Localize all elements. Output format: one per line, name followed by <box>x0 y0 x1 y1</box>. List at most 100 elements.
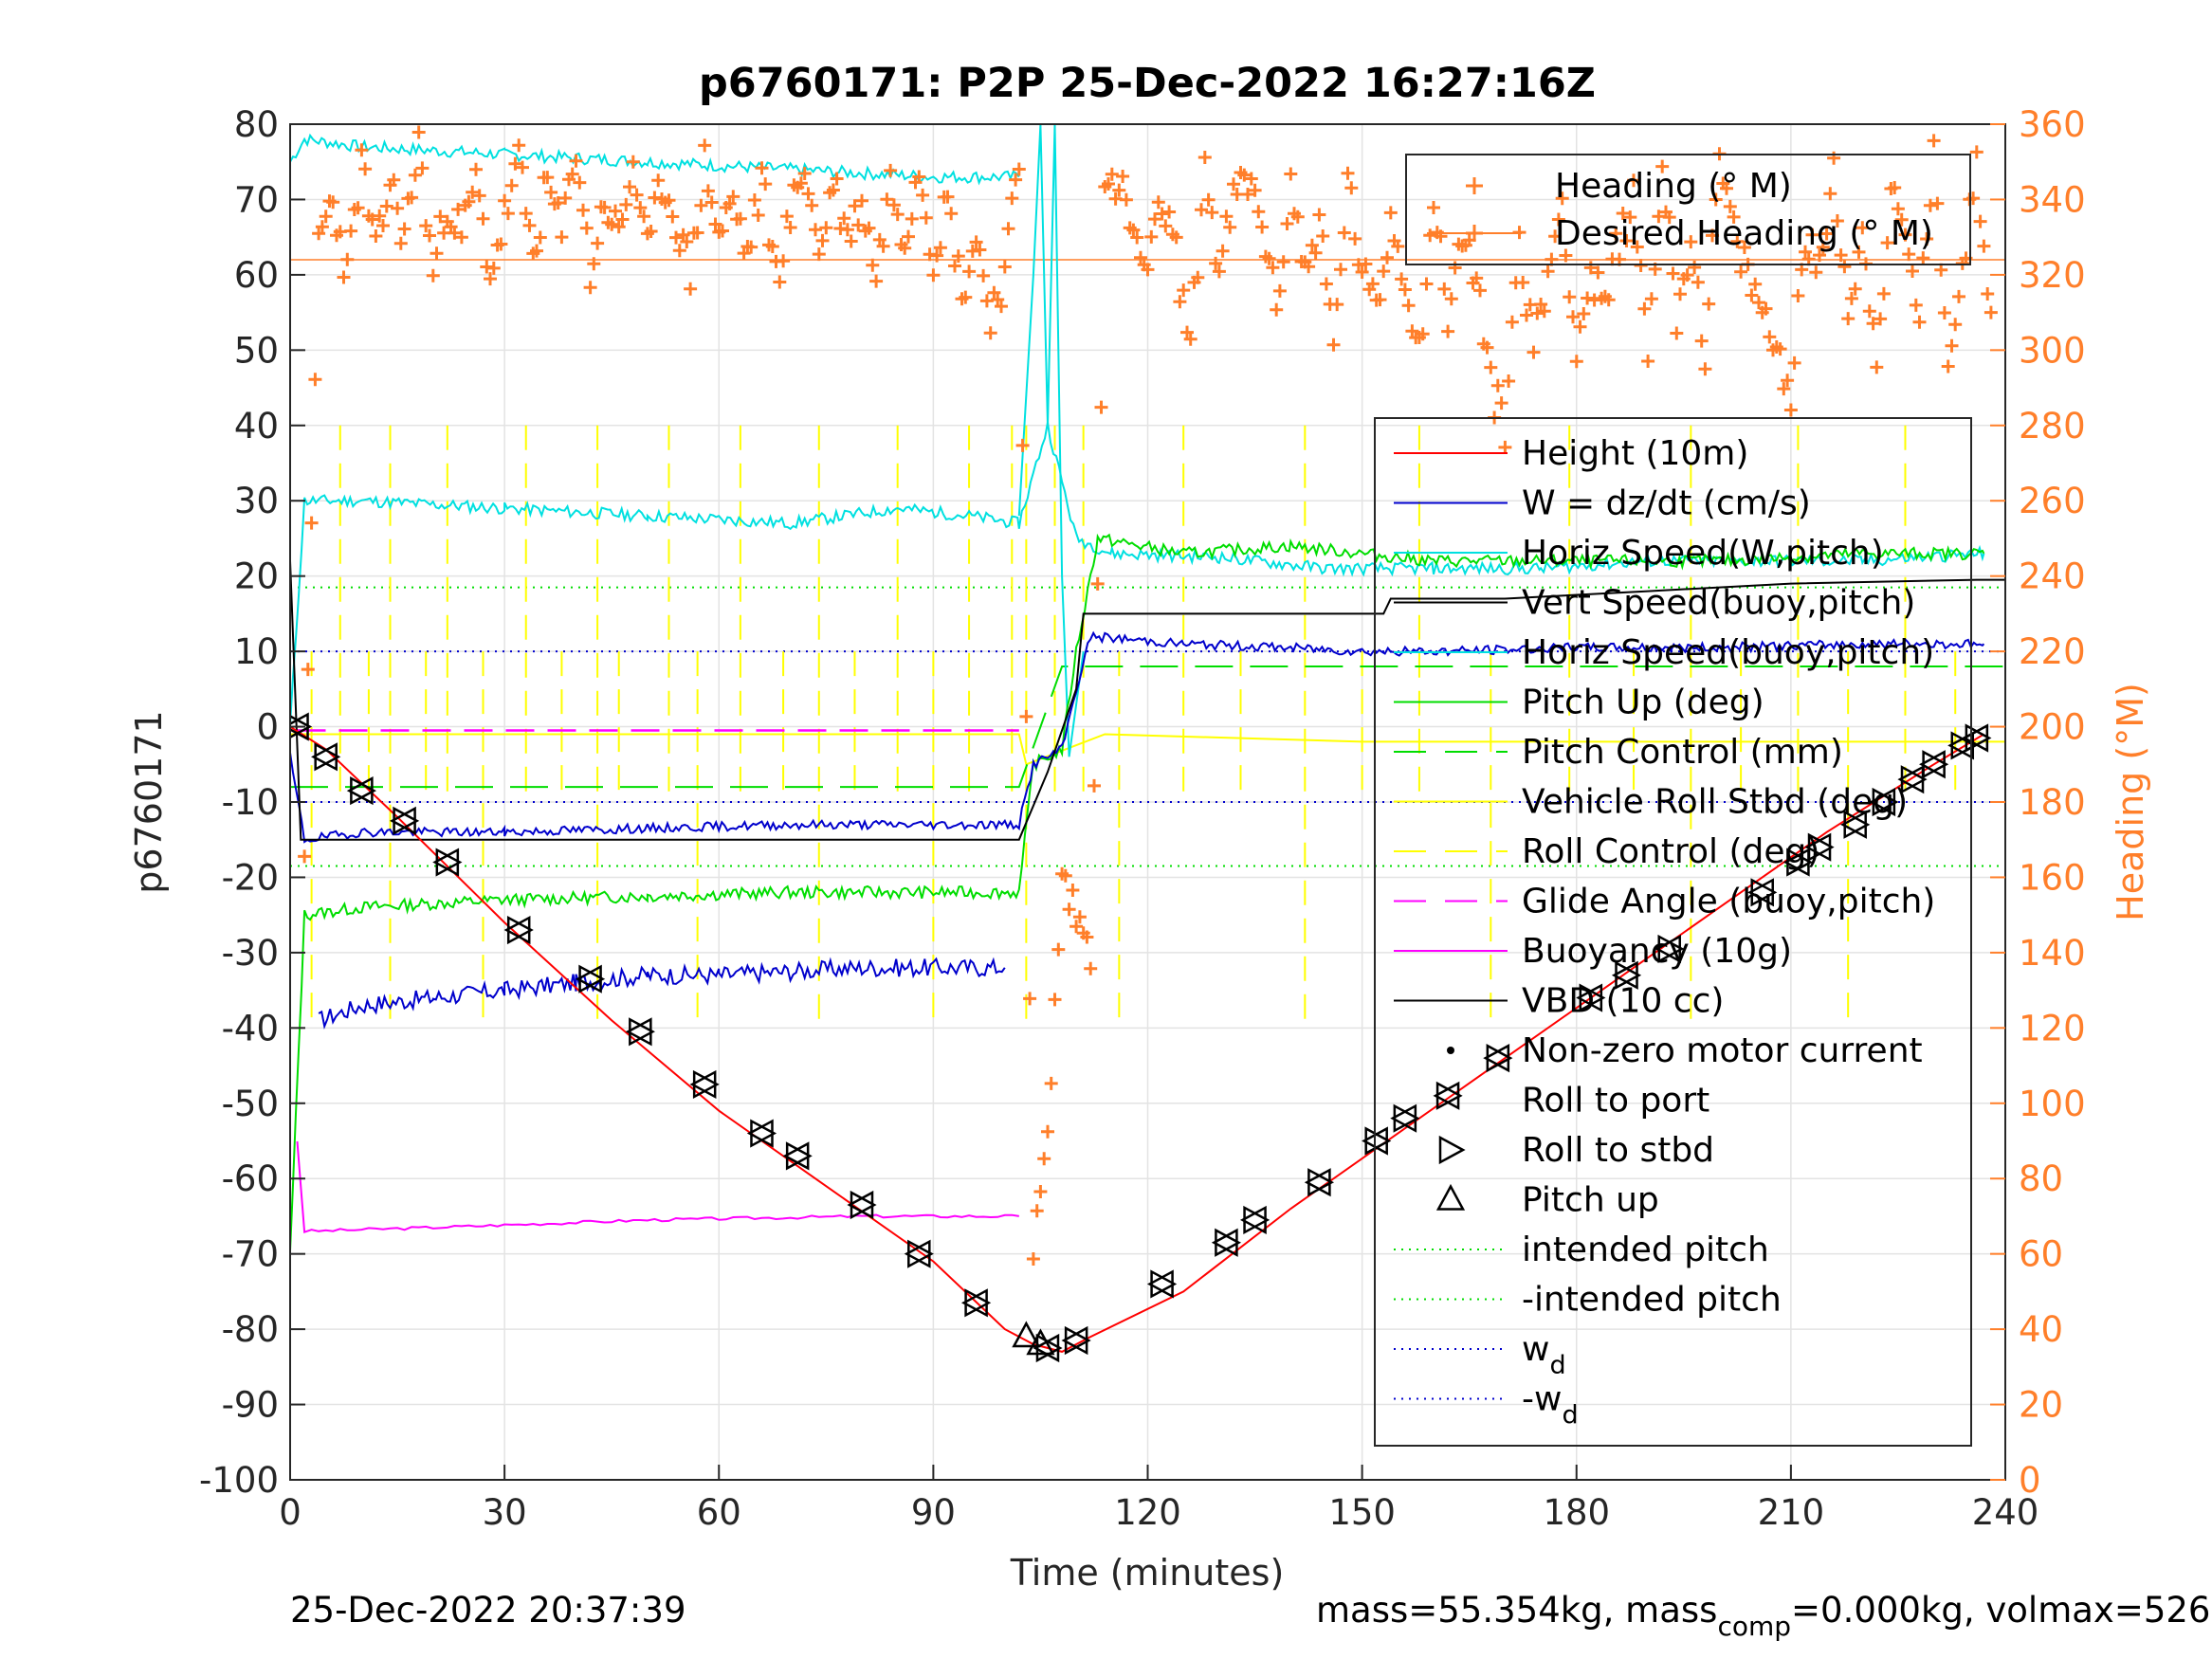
roll-to-port-marker <box>1782 848 1810 877</box>
y-tick-label: 10 <box>234 631 279 672</box>
heading-point <box>1912 315 1927 329</box>
heading-point <box>1326 337 1341 352</box>
heading-point <box>1012 162 1026 176</box>
heading-point <box>995 300 1008 314</box>
heading-point <box>319 210 333 224</box>
heading-point <box>1051 942 1066 957</box>
heading-point <box>926 268 941 283</box>
roll-to-port-marker <box>1747 878 1774 907</box>
heading-point <box>1019 709 1033 723</box>
y2-tick-label: 80 <box>2019 1158 2063 1199</box>
heading-point <box>1969 145 1983 159</box>
legend-label: W = dz/dt (cm/s) <box>1522 484 1811 523</box>
heading-point <box>933 241 947 255</box>
heading-point <box>486 261 501 275</box>
heading-point <box>1837 260 1852 274</box>
legend-label: Non-zero motor current <box>1522 1031 1923 1070</box>
heading-point <box>1072 910 1087 924</box>
heading-point <box>726 190 740 204</box>
heading-point <box>1763 330 1777 344</box>
heading-point <box>1252 205 1266 219</box>
vert-speed-line <box>290 560 2005 841</box>
heading-point <box>884 163 898 177</box>
heading-point <box>744 240 759 254</box>
heading-point <box>1319 277 1333 291</box>
heading-point <box>1441 324 1455 338</box>
heading-point <box>1945 338 1959 353</box>
w-line <box>290 630 1985 844</box>
heading-point <box>672 244 686 258</box>
heading-point <box>1088 778 1101 793</box>
heading-point <box>1248 183 1262 197</box>
heading-point <box>1212 264 1226 279</box>
heading-point <box>1197 151 1212 164</box>
heading-point <box>1902 247 1916 262</box>
legend-label: Roll to stbd <box>1522 1131 1714 1170</box>
roll-to-port-marker <box>847 1190 874 1220</box>
heading-point <box>848 199 862 213</box>
heading-point <box>1909 298 1923 312</box>
legend-main: Height (10m) W = dz/dt (cm/s) Horiz Speed(… <box>1374 417 1972 1447</box>
heading-point <box>1080 930 1094 944</box>
roll-to-port-marker <box>1061 1325 1088 1356</box>
heading-point <box>569 154 583 168</box>
heading-point <box>1870 360 1884 374</box>
heading-point <box>1709 192 1723 207</box>
heading-point <box>1272 283 1287 298</box>
heading-point <box>1177 283 1191 298</box>
roll-to-port-marker <box>1433 1081 1460 1110</box>
heading-point <box>944 207 959 221</box>
heading-point <box>1290 210 1305 224</box>
roll-to-port-marker <box>625 1017 652 1047</box>
heading-point <box>1419 277 1434 291</box>
heading-point <box>1255 220 1270 234</box>
heading-point <box>812 247 826 262</box>
heading-point <box>1630 240 1644 254</box>
heading-point <box>1169 230 1183 245</box>
heading-point <box>1670 326 1684 340</box>
heading-point <box>565 167 579 181</box>
legend-label: Vehicle Roll Stbd (deg) <box>1522 783 1908 822</box>
heading-point <box>941 190 955 204</box>
heading-point <box>1023 992 1037 1006</box>
y2-tick-label: 100 <box>2019 1084 2086 1124</box>
heading-point <box>365 212 379 227</box>
heading-point <box>1001 222 1015 236</box>
heading-point <box>1637 301 1652 316</box>
heading-point <box>1141 263 1155 277</box>
heading-point <box>373 209 387 223</box>
x-tick-label: 210 <box>1758 1492 1825 1533</box>
heading-point <box>1773 342 1787 356</box>
heading-point <box>851 218 866 232</box>
heading-point <box>433 210 448 224</box>
heading-point <box>997 260 1012 274</box>
heading-point <box>451 202 466 216</box>
heading-point <box>1680 268 1694 283</box>
heading-point <box>919 210 933 225</box>
heading-point <box>633 201 648 215</box>
heading-point <box>1830 214 1844 228</box>
legend-label: -intended pitch <box>1522 1281 1782 1320</box>
heading-point <box>609 204 622 218</box>
roll-to-port-marker <box>503 915 531 945</box>
legend-swatch <box>1435 1183 1466 1211</box>
heading-point <box>890 208 905 222</box>
heading-point <box>1244 172 1258 186</box>
heading-point <box>1583 261 1598 275</box>
y-axis-label: p6760171 <box>128 710 170 893</box>
heading-point <box>379 199 393 213</box>
heading-point <box>1874 312 1888 326</box>
legend-label: Pitch Control (mm) <box>1522 733 1843 772</box>
heading-point <box>1791 289 1805 302</box>
y2-tick-label: 120 <box>2019 1008 2086 1048</box>
heading-point <box>862 221 876 235</box>
heading-point <box>1494 396 1508 410</box>
roll-to-port-marker <box>575 964 602 994</box>
heading-point <box>351 201 365 215</box>
heading-point <box>551 196 565 210</box>
heading-point <box>701 184 715 198</box>
heading-point <box>1201 192 1216 207</box>
heading-point <box>1130 230 1144 245</box>
heading-point <box>880 192 894 207</box>
heading-point <box>1727 210 1741 224</box>
